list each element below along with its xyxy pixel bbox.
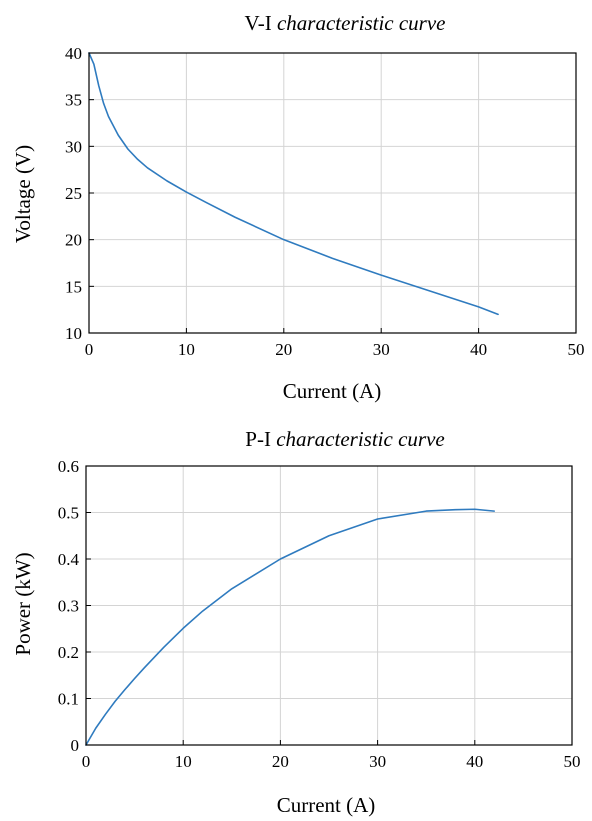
vi-y-tick-label: 20: [65, 231, 82, 250]
pi-x-tick-label: 30: [369, 752, 386, 771]
vi-x-axis-label: Current (A): [283, 379, 382, 403]
pi-x-tick-label: 50: [564, 752, 581, 771]
vi-series-line: [88, 52, 499, 316]
vi-y-axis-label: Voltage (V): [11, 145, 35, 243]
pi-y-axis-label: Power (kW): [11, 552, 35, 655]
vi-y-tick-label: 10: [65, 324, 82, 343]
vi-x-tick-label: 50: [568, 340, 585, 359]
vi-y-tick-label: 40: [65, 44, 82, 63]
vi-y-tick-label: 35: [65, 91, 82, 110]
pi-x-axis-label: Current (A): [277, 793, 376, 817]
pi-y-tick-label: 0: [71, 736, 80, 755]
pi-chart-title: P-I characteristic curve: [245, 427, 444, 451]
vi-chart-title: V-I characteristic curve: [244, 11, 445, 35]
pi-y-tick-label: 0.4: [58, 550, 80, 569]
pi-y-tick-label: 0.2: [58, 643, 79, 662]
pi-x-tick-label: 40: [466, 752, 483, 771]
vi-y-tick-label: 30: [65, 137, 82, 156]
pi-y-tick-label: 0.6: [58, 457, 79, 476]
vi-x-tick-label: 0: [85, 340, 94, 359]
vi-chart: V-I characteristic curve Voltage (V) Cur…: [11, 11, 585, 403]
pi-y-tick-label: 0.5: [58, 504, 79, 523]
vi-y-tick-label: 25: [65, 184, 82, 203]
pi-x-tick-label: 0: [82, 752, 91, 771]
pi-x-tick-label: 10: [175, 752, 192, 771]
pi-series-line: [85, 508, 496, 746]
vi-x-tick-label: 40: [470, 340, 487, 359]
pi-chart: P-I characteristic curve Power (kW) Curr…: [11, 427, 581, 817]
vi-x-tick-label: 10: [178, 340, 195, 359]
pi-x-tick-label: 20: [272, 752, 289, 771]
pi-y-tick-label: 0.3: [58, 597, 79, 616]
pi-y-tick-label: 0.1: [58, 690, 79, 709]
vi-plot-frame: [88, 52, 577, 334]
vi-x-tick-label: 20: [275, 340, 292, 359]
vi-y-tick-label: 15: [65, 277, 82, 296]
vi-x-tick-label: 30: [373, 340, 390, 359]
pi-plot-frame: [85, 465, 573, 746]
